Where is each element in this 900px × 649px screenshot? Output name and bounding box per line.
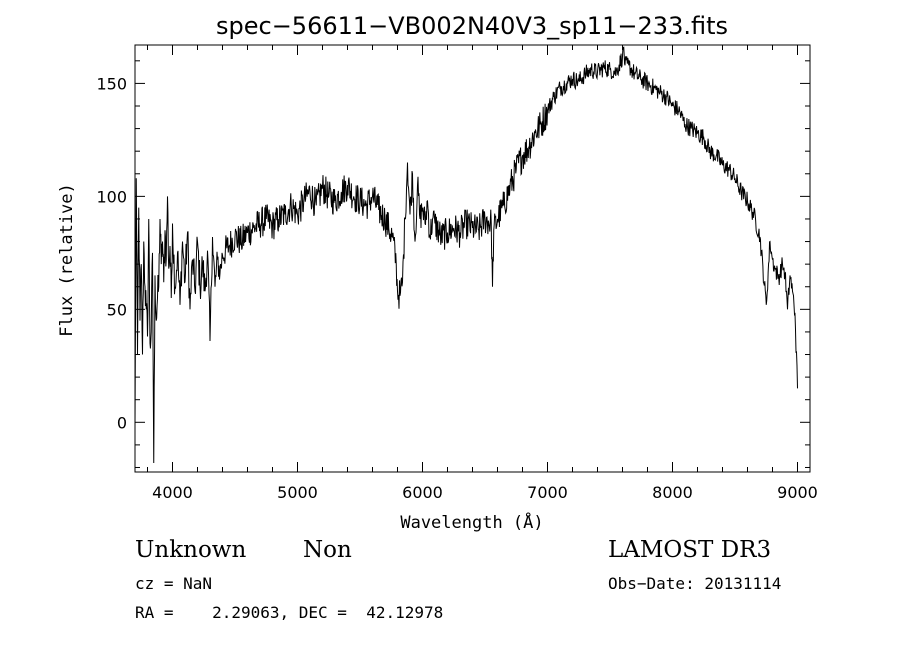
y-tick-label: 0 [117,413,127,432]
redshift-label: cz = NaN [135,574,213,593]
x-tick-label: 4000 [152,483,193,502]
x-tick-label: 5000 [277,483,318,502]
x-axis-label: Wavelength (Å) [400,511,543,533]
coords-label: RA = 2.29063, DEC = 42.12978 [135,603,444,622]
x-tick-label: 8000 [652,483,693,502]
axis-ticks [135,45,810,472]
chart-title: spec−56611−VB002N40V3_sp11−233.fits [216,12,728,40]
x-tick-label: 7000 [527,483,568,502]
x-tick-labels: 4000 5000 6000 7000 8000 9000 [152,483,818,502]
y-axis-label: Flux (relative) [57,183,77,337]
x-tick-label: 9000 [777,483,818,502]
obs-date-label: Obs−Date: 20131114 [608,574,782,593]
y-tick-label: 150 [96,74,127,93]
object-subclass: Non [303,537,352,563]
y-tick-label: 100 [96,187,127,206]
x-tick-label: 6000 [402,483,443,502]
y-tick-labels: 0 50 100 150 [96,74,127,432]
survey-label: LAMOST DR3 [608,537,772,563]
object-class: Unknown [135,537,247,563]
y-tick-label: 50 [107,300,127,319]
series-line-flux [134,46,798,463]
plot-frame [134,44,811,473]
